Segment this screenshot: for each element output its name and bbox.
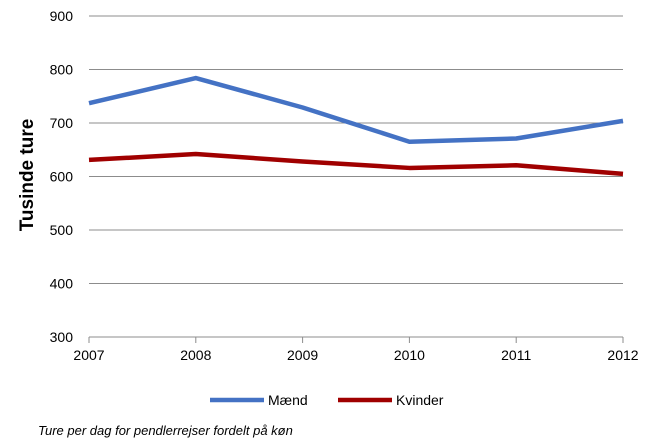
y-axis-ticks: 300 400 500 600 700 800 900 bbox=[50, 8, 74, 345]
series-line-kvinder bbox=[88, 151, 624, 177]
legend: Mænd Kvinder bbox=[210, 392, 444, 408]
x-axis-ticks: 2007 2008 2009 2010 2011 2012 bbox=[73, 347, 638, 363]
x-tick-label-2008: 2008 bbox=[180, 347, 211, 363]
y-tick-label-800: 800 bbox=[50, 62, 74, 78]
legend-label-mænd: Mænd bbox=[268, 392, 308, 408]
y-tick-label-700: 700 bbox=[50, 115, 74, 131]
y-tick-label-600: 600 bbox=[50, 169, 74, 185]
y-tick-label-900: 900 bbox=[50, 8, 74, 24]
legend-label-kvinder: Kvinder bbox=[396, 392, 444, 408]
x-axis bbox=[88, 336, 624, 343]
x-tick-label-2007: 2007 bbox=[73, 347, 104, 363]
x-tick-label-2012: 2012 bbox=[607, 347, 638, 363]
y-tick-label-300: 300 bbox=[50, 329, 74, 345]
x-tick-label-2010: 2010 bbox=[394, 347, 425, 363]
series-lines bbox=[88, 75, 624, 177]
x-tick-label-2009: 2009 bbox=[287, 347, 318, 363]
y-tick-label-400: 400 bbox=[50, 276, 74, 292]
figure-caption: Ture per dag for pendlerrejser fordelt p… bbox=[38, 423, 293, 438]
x-tick-label-2011: 2011 bbox=[501, 347, 531, 363]
gridlines bbox=[89, 15, 623, 284]
series-line-mænd bbox=[88, 75, 624, 144]
y-tick-label-500: 500 bbox=[50, 222, 74, 238]
y-axis-label: Tusinde ture bbox=[17, 119, 38, 232]
